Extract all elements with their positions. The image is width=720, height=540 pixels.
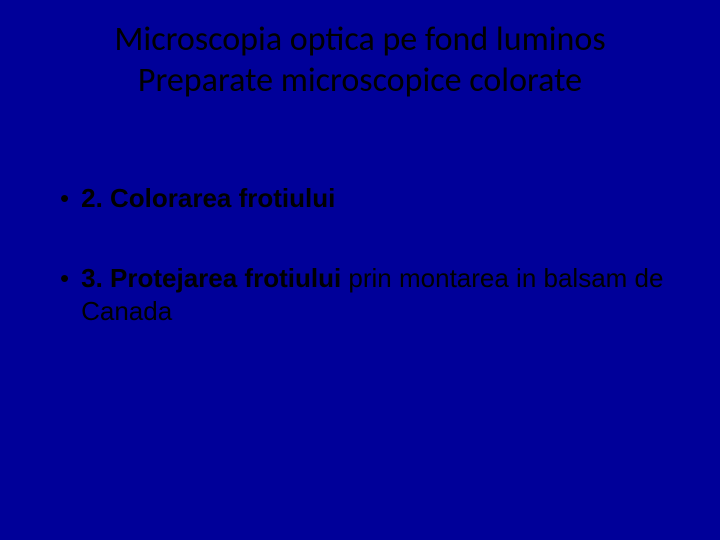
- bullet-text: 3. Protejarea frotiului prin montarea in…: [81, 262, 670, 327]
- bullet-bold-segment: 2. Colorarea frotiului: [81, 183, 335, 213]
- presentation-slide: Microscopia optica pe fond luminos Prepa…: [0, 0, 720, 540]
- bullet-text: 2. Colorarea frotiului: [81, 182, 670, 215]
- bullet-bold-segment: 3. Protejarea frotiului: [81, 263, 341, 293]
- bullet-item: • 3. Protejarea frotiului prin montarea …: [60, 262, 670, 327]
- slide-title-block: Microscopia optica pe fond luminos Prepa…: [50, 20, 670, 102]
- bullet-list: • 2. Colorarea frotiului • 3. Protejarea…: [50, 182, 670, 328]
- title-line-2: Preparate microscopice colorate: [50, 61, 670, 102]
- bullet-item: • 2. Colorarea frotiului: [60, 182, 670, 215]
- title-line-1: Microscopia optica pe fond luminos: [50, 20, 670, 61]
- bullet-marker-icon: •: [60, 262, 69, 295]
- bullet-marker-icon: •: [60, 182, 69, 215]
